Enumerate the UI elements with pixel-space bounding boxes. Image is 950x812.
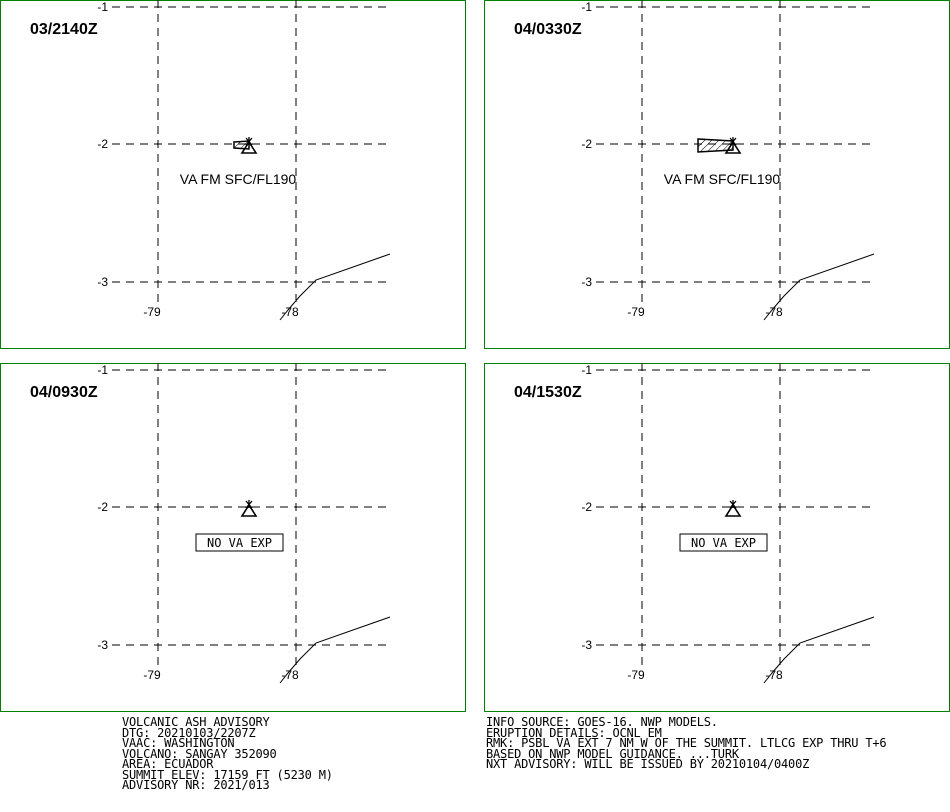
advisory-line: INFO SOURCE: GOES-16. NWP MODELS. (486, 715, 718, 729)
map-panel-svg: -1 -2 -3 -79 -78 04/1530Z NO VA EXP (484, 363, 950, 712)
lon-label-78: -78 (765, 668, 783, 682)
advisory-line: VAAC: WASHINGTON (122, 736, 235, 750)
volcano-icon (724, 137, 742, 154)
coastline (763, 616, 875, 684)
lat-label-2: -2 (581, 137, 592, 151)
lat-label-2: -2 (581, 500, 592, 514)
advisory-info-left: VOLCANIC ASH ADVISORY DTG: 20210103/2207… (122, 715, 333, 792)
forecast-panel-4: -1 -2 -3 -79 -78 04/1530Z NO VA EXP (484, 363, 950, 712)
lat-label-3: -3 (97, 638, 108, 652)
ash-label: VA FM SFC/FL190 (664, 171, 781, 187)
forecast-panel-2: -1 -2 -3 -79 -78 04/0330Z VA FM SFC/FL19… (484, 0, 950, 349)
lon-label-79: -79 (143, 305, 161, 319)
coastline (763, 253, 875, 321)
valid-time: 04/0330Z (514, 21, 582, 38)
lon-label-78: -78 (765, 305, 783, 319)
forecast-panel-1: -1 -2 -3 -79 -78 03/2140Z VA FM SFC/FL19… (0, 0, 466, 349)
lat-label-2: -2 (97, 137, 108, 151)
lat-label-3: -3 (97, 275, 108, 289)
advisory-line: SUMMIT ELEV: 17159 FT (5230 M) (122, 767, 333, 782)
lon-label-79: -79 (143, 668, 161, 682)
lon-label-78: -78 (281, 305, 299, 319)
lon-label-79: -79 (627, 305, 645, 319)
map-panel-svg: -1 -2 -3 -79 -78 03/2140Z VA FM SFC/FL19… (0, 0, 466, 349)
valid-time: 04/1530Z (514, 384, 582, 401)
advisory-line: BASED ON NWP MODEL GUIDANCE. ...TURK (486, 746, 739, 761)
ash-label: VA FM SFC/FL190 (180, 171, 297, 187)
lat-label-1: -1 (581, 0, 592, 14)
no-ash-label: NO VA EXP (207, 536, 272, 550)
advisory-line: NXT ADVISORY: WILL BE ISSUED BY 20210104… (486, 757, 810, 771)
advisory-line: VOLCANIC ASH ADVISORY (122, 715, 270, 729)
lon-label-79: -79 (627, 668, 645, 682)
lat-label-3: -3 (581, 275, 592, 289)
no-ash-label: NO VA EXP (691, 536, 756, 550)
lat-label-1: -1 (97, 363, 108, 377)
coastline (279, 253, 391, 321)
valid-time: 03/2140Z (30, 21, 98, 38)
volcano-icon (724, 500, 742, 517)
volcano-icon (240, 137, 258, 154)
advisory-info-right: INFO SOURCE: GOES-16. NWP MODELS. ERUPTI… (486, 715, 887, 771)
no-ash-box (195, 533, 284, 552)
map-panel-svg: -1 -2 -3 -79 -78 04/0930Z NO VA EXP (0, 363, 466, 712)
advisory-line: ADVISORY NR: 2021/013 (122, 778, 270, 792)
map-panel-svg: -1 -2 -3 -79 -78 04/0330Z VA FM SFC/FL19… (484, 0, 950, 349)
panel-frame (0, 0, 466, 349)
coastline (279, 616, 391, 684)
ash-cloud-large (697, 138, 734, 153)
advisory-line: ERUPTION DETAILS: OCNL EM (486, 725, 662, 740)
valid-time: 04/0930Z (30, 384, 98, 401)
lat-label-1: -1 (97, 0, 108, 14)
advisory-line: AREA: ECUADOR (122, 757, 214, 771)
lat-label-3: -3 (581, 638, 592, 652)
panel-frame (0, 363, 466, 712)
lat-label-2: -2 (97, 500, 108, 514)
no-ash-box (679, 533, 768, 552)
advisory-line: DTG: 20210103/2207Z (122, 725, 256, 740)
lat-label-1: -1 (581, 363, 592, 377)
forecast-panel-3: -1 -2 -3 -79 -78 04/0930Z NO VA EXP (0, 363, 466, 712)
advisory-line: VOLCANO: SANGAY 352090 (122, 746, 277, 761)
advisory-line: RMK: PSBL VA EXT 7 NM W OF THE SUMMIT. L… (486, 736, 887, 750)
lon-label-78: -78 (281, 668, 299, 682)
volcano-icon (240, 500, 258, 517)
